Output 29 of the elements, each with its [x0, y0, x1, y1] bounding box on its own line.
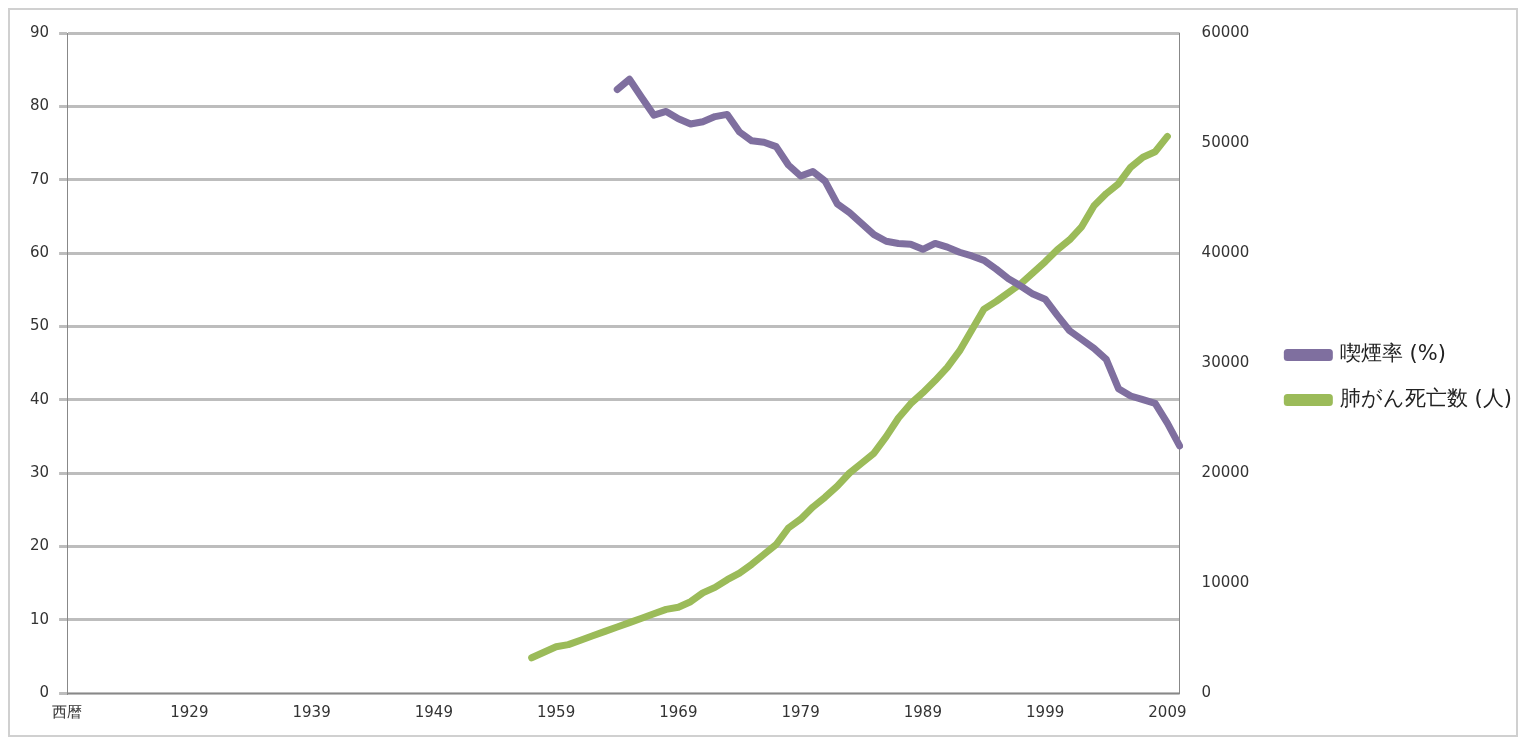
x-tick-label: 1929 — [170, 702, 209, 721]
x-tick-label: 1979 — [781, 702, 820, 721]
y2-tick-label: 30000 — [1201, 352, 1250, 371]
x-tick-label: 1939 — [292, 702, 331, 721]
x-tick-label: 1999 — [1026, 702, 1065, 721]
x-tick-label: 2009 — [1148, 702, 1187, 721]
y-tick-label: 30 — [29, 462, 50, 481]
x-tick-label: 1959 — [537, 702, 576, 721]
x-tick-label: 1949 — [414, 702, 453, 721]
y2-tick-label: 20000 — [1201, 462, 1250, 481]
y-tick-label: 70 — [29, 169, 50, 188]
y-tick-label: 60 — [29, 242, 50, 261]
y-tick-label: 10 — [29, 609, 50, 628]
y-tick-label: 90 — [29, 22, 50, 41]
y2-tick-label: 10000 — [1201, 572, 1250, 591]
y2-tick-label: 50000 — [1201, 132, 1250, 151]
y2-tick-label: 60000 — [1201, 22, 1250, 41]
y-tick-label: 40 — [29, 389, 50, 408]
x-tick-label: 1989 — [903, 702, 942, 721]
y-tick-label: 50 — [29, 316, 50, 335]
y-tick-label: 0 — [39, 682, 50, 701]
y-tick-label: 80 — [29, 96, 50, 115]
x-tick-label: 1969 — [659, 702, 698, 721]
legend-label: 肺がん死亡数 (人) — [1339, 386, 1512, 411]
y2-tick-label: 40000 — [1201, 242, 1250, 261]
x-tick-label: 西暦 — [52, 702, 83, 721]
y-tick-label: 20 — [29, 536, 50, 555]
legend-label: 喫煙率 (%) — [1339, 341, 1446, 366]
y2-tick-label: 0 — [1201, 682, 1212, 701]
